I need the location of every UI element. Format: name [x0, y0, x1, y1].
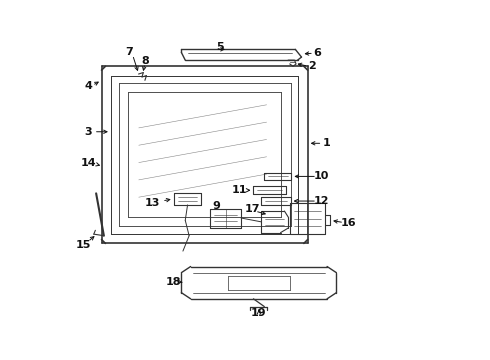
Text: 17: 17 [245, 204, 260, 214]
Text: 15: 15 [75, 240, 91, 250]
Text: 14: 14 [80, 158, 96, 167]
Text: 7: 7 [125, 48, 133, 58]
Text: 12: 12 [314, 196, 329, 206]
Text: 10: 10 [314, 171, 329, 181]
Text: 4: 4 [84, 81, 92, 91]
Text: 1: 1 [322, 138, 330, 148]
Text: 11: 11 [232, 185, 247, 195]
Text: 9: 9 [212, 202, 220, 211]
Text: 8: 8 [141, 56, 149, 66]
Text: 16: 16 [340, 217, 356, 228]
Text: 18: 18 [166, 277, 181, 287]
Text: 19: 19 [251, 308, 267, 318]
Text: 6: 6 [313, 48, 321, 58]
Text: 13: 13 [145, 198, 160, 208]
Text: 3: 3 [85, 127, 92, 137]
Text: 2: 2 [308, 61, 316, 71]
Text: 5: 5 [216, 42, 224, 52]
